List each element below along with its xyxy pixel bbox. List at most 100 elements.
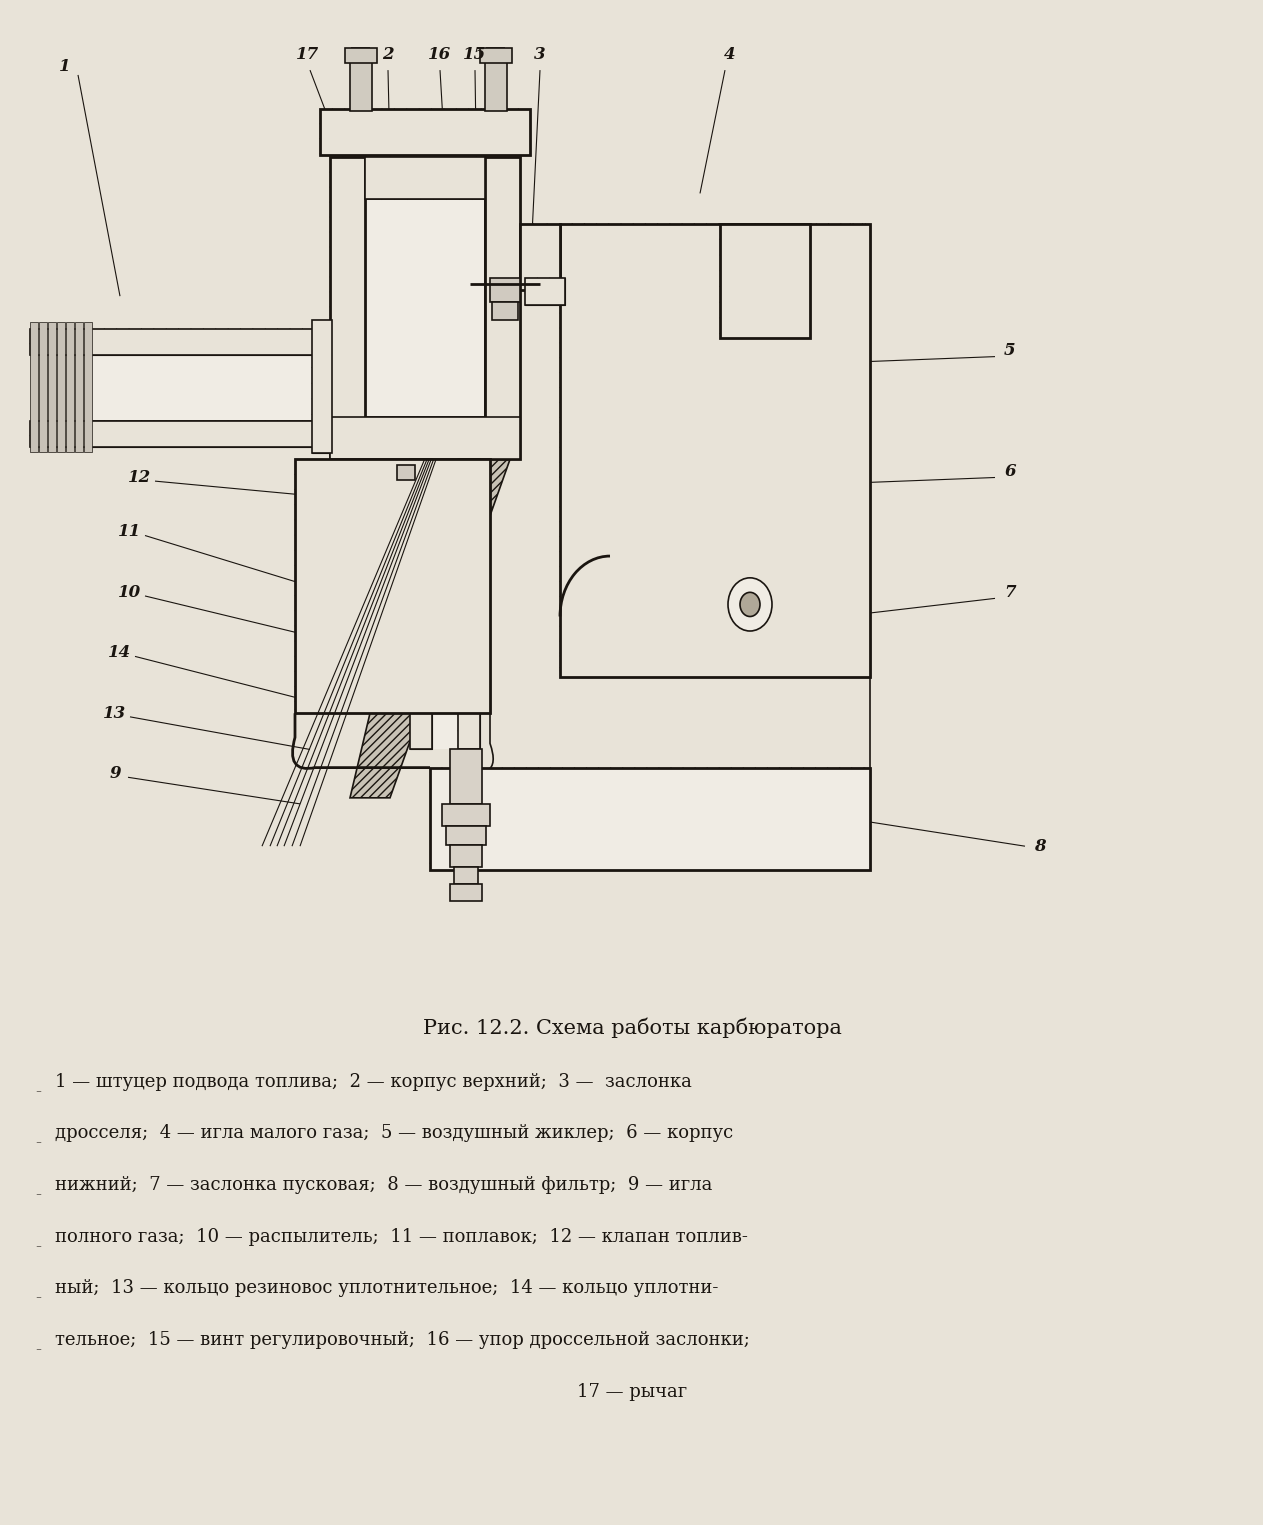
Bar [350, 61, 373, 111]
Bar [320, 108, 530, 154]
Bar [560, 224, 870, 677]
Text: 8: 8 [1034, 837, 1046, 854]
Bar [345, 49, 376, 63]
Bar [560, 224, 870, 262]
Bar [429, 767, 870, 790]
Text: дросселя;  4 — игла малого газа;  5 — воздушный жиклер;  6 — корпус: дросселя; 4 — игла малого газа; 5 — возд… [56, 1124, 734, 1142]
Bar [450, 749, 482, 804]
Bar [90, 355, 330, 421]
Bar [788, 224, 810, 339]
Text: -: - [35, 1238, 40, 1255]
Bar [48, 322, 56, 451]
Bar [312, 320, 332, 453]
Bar [429, 767, 870, 871]
Text: Рис. 12.2. Схема работы карбюратора: Рис. 12.2. Схема работы карбюратора [423, 1017, 841, 1039]
Bar [493, 302, 518, 320]
Bar [30, 329, 330, 355]
Text: ный;  13 — кольцо резиновос уплотнительное;  14 — кольцо уплотни-: ный; 13 — кольцо резиновос уплотнительно… [56, 1279, 719, 1298]
Bar [592, 262, 837, 639]
Text: 15: 15 [464, 46, 486, 63]
Bar [720, 224, 810, 253]
Bar [458, 459, 480, 749]
Bar [30, 421, 330, 447]
Bar [480, 49, 512, 63]
Bar [720, 224, 810, 339]
Bar [57, 322, 64, 451]
Bar [296, 459, 490, 493]
Bar [432, 459, 458, 749]
Bar [330, 416, 520, 459]
Text: 7: 7 [1004, 584, 1015, 601]
Text: 17: 17 [297, 46, 320, 63]
Bar [720, 224, 741, 339]
Text: 14: 14 [109, 644, 131, 662]
Text: -: - [35, 1290, 40, 1307]
Bar [525, 278, 565, 305]
Text: 6: 6 [1004, 464, 1015, 480]
Bar [30, 322, 38, 451]
Text: 10: 10 [119, 584, 141, 601]
Bar [296, 459, 490, 714]
Circle shape [727, 578, 772, 631]
Bar [462, 459, 490, 714]
Bar [85, 322, 92, 451]
Bar [66, 322, 75, 451]
Text: 11: 11 [119, 523, 141, 540]
Bar [323, 493, 462, 679]
Bar [39, 322, 47, 451]
Bar [410, 459, 432, 749]
Text: 4: 4 [724, 46, 736, 63]
Bar [485, 61, 506, 111]
Bar [365, 157, 485, 200]
Text: 9: 9 [109, 766, 121, 782]
Bar [450, 845, 482, 866]
Bar [30, 421, 330, 447]
Bar [560, 224, 592, 677]
Text: полного газа;  10 — распылитель;  11 — поплавок;  12 — клапан топлив-: полного газа; 10 — распылитель; 11 — поп… [56, 1228, 748, 1246]
Bar [520, 224, 560, 290]
Bar [442, 804, 490, 825]
Text: -: - [35, 1135, 40, 1153]
Bar [450, 883, 482, 901]
Text: -: - [35, 1083, 40, 1101]
Bar [458, 459, 480, 749]
Text: нижний;  7 — заслонка пусковая;  8 — воздушный фильтр;  9 — игла: нижний; 7 — заслонка пусковая; 8 — возду… [56, 1176, 712, 1194]
Text: 17 — рычаг: 17 — рычаг [577, 1383, 687, 1401]
Bar [853, 767, 870, 871]
Bar [453, 866, 477, 883]
Bar [560, 639, 870, 677]
Bar [837, 224, 870, 677]
Bar [490, 278, 520, 302]
Bar [525, 278, 565, 305]
Text: тельное;  15 — винт регулировочный;  16 — упор дроссельной заслонки;: тельное; 15 — винт регулировочный; 16 — … [56, 1331, 750, 1350]
Circle shape [740, 592, 760, 616]
Bar [365, 157, 485, 200]
Bar [75, 322, 83, 451]
Bar [320, 108, 530, 154]
Bar [312, 320, 332, 453]
Bar [397, 465, 416, 480]
Polygon shape [350, 459, 510, 798]
Bar [330, 157, 365, 459]
Bar [30, 329, 330, 355]
Text: -: - [35, 1186, 40, 1205]
Bar [520, 224, 560, 290]
Bar [296, 679, 490, 714]
Text: 5: 5 [1004, 342, 1015, 358]
Text: 2: 2 [383, 46, 394, 63]
Text: 1: 1 [59, 58, 71, 75]
Text: 13: 13 [104, 705, 126, 721]
Bar [485, 157, 520, 459]
Text: -: - [35, 1340, 40, 1359]
Bar [446, 825, 486, 845]
Bar [296, 459, 323, 714]
Bar [330, 416, 520, 459]
Text: 1 — штуцер подвода топлива;  2 — корпус верхний;  3 —  заслонка: 1 — штуцер подвода топлива; 2 — корпус в… [56, 1072, 692, 1090]
Text: 12: 12 [129, 470, 152, 486]
Bar [330, 157, 365, 459]
Bar [410, 459, 432, 749]
Bar [429, 848, 870, 871]
Text: 3: 3 [534, 46, 546, 63]
Bar [485, 157, 520, 459]
Bar [741, 253, 788, 339]
